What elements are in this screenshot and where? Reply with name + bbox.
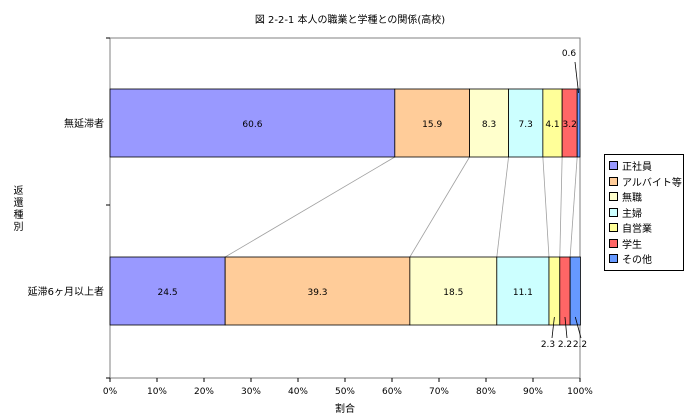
legend-label: 自営業 — [622, 224, 652, 236]
data-label-leader — [574, 61, 579, 94]
chart-title: 図 2-2-1 本人の職業と学種との関係(高校) — [254, 15, 446, 26]
legend-item: 主婦 — [609, 205, 679, 221]
bar-segment — [559, 256, 571, 326]
data-label: 2.3 — [541, 340, 555, 350]
bar-segment — [569, 256, 581, 326]
legend-swatch — [609, 176, 618, 186]
bar-segment — [109, 88, 396, 158]
x-tick-label: 60% — [382, 387, 402, 397]
legend-swatch — [609, 192, 618, 202]
x-tick-label: 0% — [103, 387, 118, 397]
data-label: 11.1 — [513, 288, 533, 298]
legend-label: 無職 — [622, 193, 642, 205]
bar-segment — [224, 256, 411, 326]
bar-segment — [548, 256, 561, 326]
data-label: 8.3 — [482, 120, 496, 130]
category-label: 無延滞者 — [64, 117, 104, 130]
legend-item: 学生 — [609, 236, 679, 252]
data-label: 2.2 — [558, 340, 572, 350]
data-label-leader — [574, 316, 582, 339]
legend-swatch — [609, 238, 618, 248]
legend-item: 無職 — [609, 189, 679, 205]
data-label-leader — [551, 316, 555, 339]
data-label: 18.5 — [443, 288, 463, 298]
data-label: 60.6 — [242, 120, 262, 130]
legend-item: 正社員 — [609, 158, 679, 174]
x-tick-label: 20% — [194, 387, 214, 397]
x-tick-label: 80% — [476, 387, 496, 397]
data-label: 4.1 — [545, 120, 559, 130]
x-tick-label: 50% — [335, 387, 355, 397]
x-tick-label: 30% — [241, 387, 261, 397]
x-tick-label: 40% — [288, 387, 308, 397]
x-tick-label: 90% — [523, 387, 543, 397]
data-label: 3.2 — [562, 120, 576, 130]
legend-label: その他 — [622, 255, 652, 267]
x-axis-label: 割合 — [335, 404, 355, 415]
legend-swatch — [609, 161, 618, 171]
legend-item: その他 — [609, 251, 679, 267]
x-tick-label: 100% — [567, 387, 593, 397]
legend-label: 正社員 — [622, 162, 652, 174]
y-axis-label: 返還種別 — [11, 185, 22, 233]
data-label: 0.6 — [562, 49, 577, 59]
series-connector-line — [542, 156, 550, 258]
bar-segment — [576, 88, 581, 158]
data-label: 24.5 — [158, 288, 178, 298]
series-connector-line — [569, 156, 578, 258]
series-connector-line — [224, 156, 396, 258]
legend-swatch — [609, 254, 618, 264]
legend-item: アルバイト等 — [609, 174, 682, 190]
chart-legend: 正社員アルバイト等 無職主婦自営業学生その他 — [604, 154, 684, 271]
series-connector-line — [559, 156, 563, 258]
data-label: 39.3 — [307, 288, 327, 298]
bar-segment — [109, 256, 226, 326]
category-label: 延滞6ヶ月以上者 — [28, 286, 104, 298]
series-connector-line — [496, 156, 509, 258]
bar-segment — [496, 256, 550, 326]
legend-swatch — [609, 223, 618, 233]
legend-label: 学生 — [622, 239, 642, 251]
data-label: 2.2 — [573, 340, 587, 350]
legend-swatch — [609, 207, 618, 217]
data-label: 7.3 — [519, 120, 533, 130]
legend-label: アルバイト等 — [622, 177, 682, 189]
data-label: 15.9 — [422, 120, 442, 130]
data-label-leader — [564, 316, 568, 339]
legend-label: 主婦 — [622, 208, 642, 220]
series-connector-line — [409, 156, 470, 258]
x-tick-label: 70% — [429, 387, 449, 397]
legend-item: 自営業 — [609, 220, 679, 236]
bar-segment — [394, 88, 470, 158]
x-tick-label: 10% — [147, 387, 167, 397]
bar-segment — [469, 88, 509, 158]
bar-segment — [508, 88, 544, 158]
